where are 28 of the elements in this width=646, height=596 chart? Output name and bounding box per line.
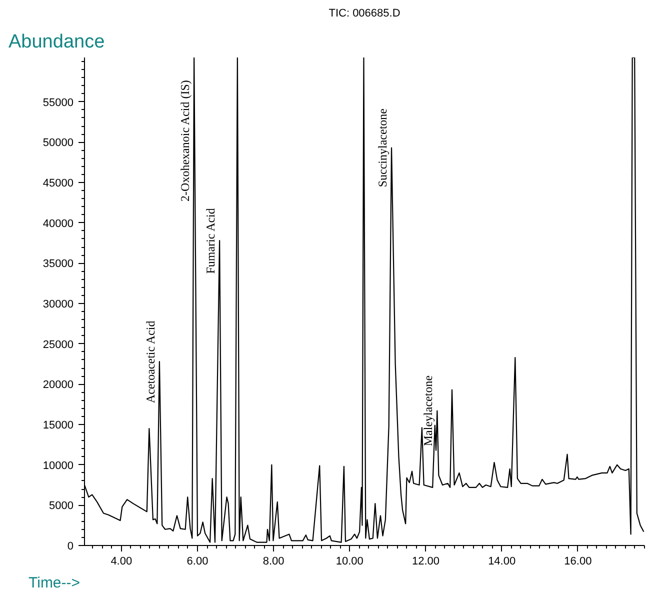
annotation: Succinylacetone: [376, 108, 390, 188]
annotation: Maleylacetone: [421, 375, 436, 446]
y-axis-title: Abundance: [8, 32, 105, 52]
y-tick-label: 40000: [42, 218, 74, 230]
y-tick-label: 25000: [42, 338, 74, 351]
y-tick-label: 45000: [42, 178, 74, 190]
x-tick-label: 10.00: [336, 556, 364, 568]
y-tick-label: 30000: [42, 298, 74, 311]
y-tick-label: 10000: [42, 460, 74, 472]
x-tick-label: 12.00: [412, 556, 440, 568]
x-tick-label: 4.00: [110, 556, 132, 568]
y-tick-label: 15000: [42, 420, 74, 432]
y-tick-label: 5000: [49, 500, 74, 512]
annotation: Acetoacetic Acid: [143, 320, 158, 404]
annotation: 2-Oxohexanoic Acid (IS): [178, 80, 192, 202]
line-series: [84, 58, 644, 543]
x-tick-label: 8.00: [262, 556, 284, 568]
x-tick-label: 14.00: [488, 556, 516, 568]
y-tick-label: 35000: [42, 258, 74, 270]
chart-title: TIC: 006685.D: [328, 8, 400, 20]
y-tick-label: 20000: [42, 379, 74, 392]
x-tick-label: 16.00: [564, 556, 592, 568]
y-tick-label: 55000: [42, 96, 74, 109]
x-axis-title: Time-->: [28, 574, 80, 592]
x-tick-label: 6.00: [186, 556, 208, 568]
annotation: Fumaric Acid: [204, 208, 218, 274]
y-tick-label: 0: [67, 540, 74, 552]
y-tick-label: 50000: [42, 137, 74, 150]
